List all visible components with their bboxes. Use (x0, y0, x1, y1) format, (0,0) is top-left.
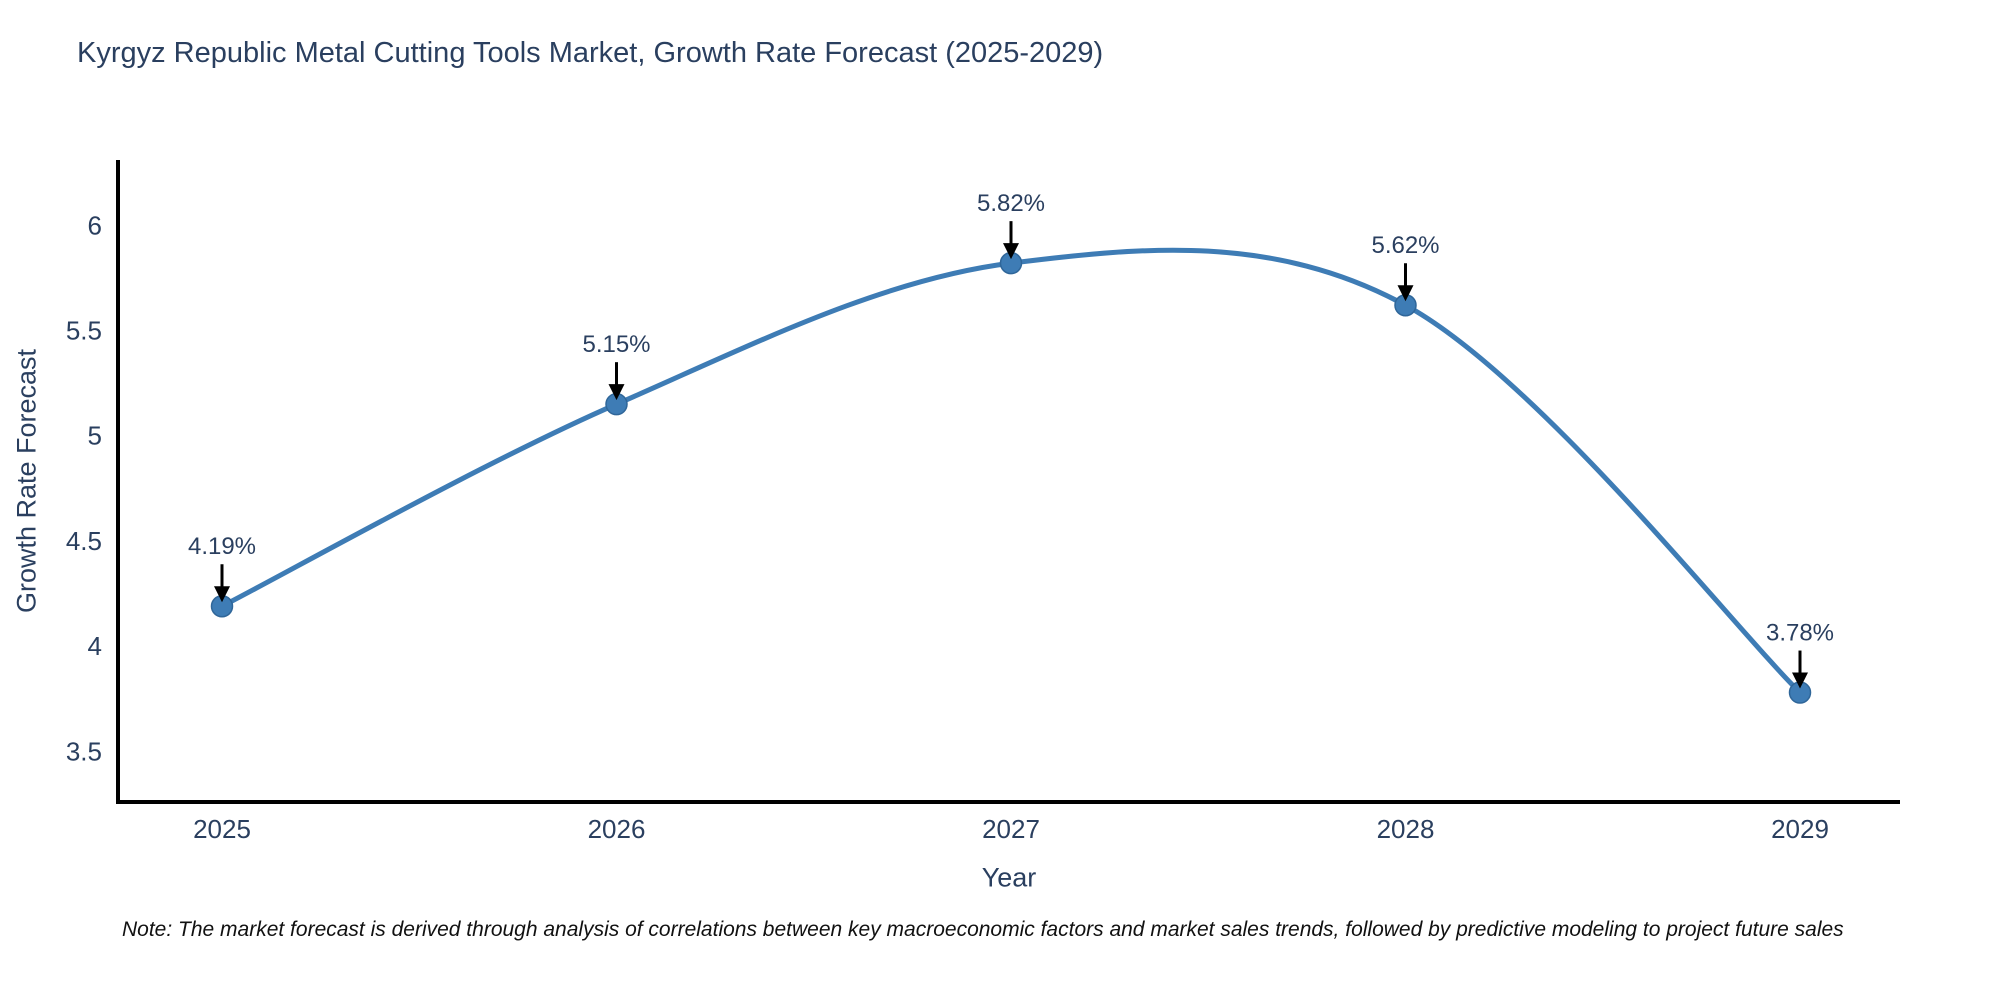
x-tick-label: 2027 (982, 814, 1040, 844)
y-axis-title: Growth Rate Forecast (11, 348, 42, 614)
footnote: Note: The market forecast is derived thr… (122, 918, 1844, 941)
y-tick-label: 4 (88, 631, 102, 661)
annotation-label: 5.15% (582, 331, 650, 358)
x-tick-label: 2029 (1771, 814, 1829, 844)
x-tick-label: 2026 (588, 814, 646, 844)
line-series (219, 247, 1803, 696)
annotation-arrow-head (1397, 285, 1414, 302)
annotation-arrow-head (1003, 243, 1019, 260)
annotation-arrow-head (1792, 672, 1808, 689)
x-axis-title: Year (981, 862, 1037, 893)
x-tick-label: 2025 (193, 814, 251, 844)
chart-title: Kyrgyz Republic Metal Cutting Tools Mark… (77, 37, 1104, 69)
annotation-arrow-head (214, 586, 230, 603)
annotation-label: 4.19% (188, 533, 256, 560)
annotation-label: 5.82% (977, 190, 1045, 217)
annotation-arrow-head (608, 384, 625, 401)
y-tick-label: 6 (88, 210, 102, 240)
annotation-label: 5.62% (1371, 232, 1439, 259)
y-tick-label: 5 (88, 421, 102, 451)
x-tick-label: 2028 (1377, 814, 1435, 844)
annotation-label: 3.78% (1766, 620, 1834, 647)
y-tick-label: 5.5 (66, 315, 102, 345)
y-tick-label: 4.5 (66, 526, 102, 556)
y-tick-label: 3.5 (66, 736, 102, 766)
axis-lines (116, 160, 1900, 804)
